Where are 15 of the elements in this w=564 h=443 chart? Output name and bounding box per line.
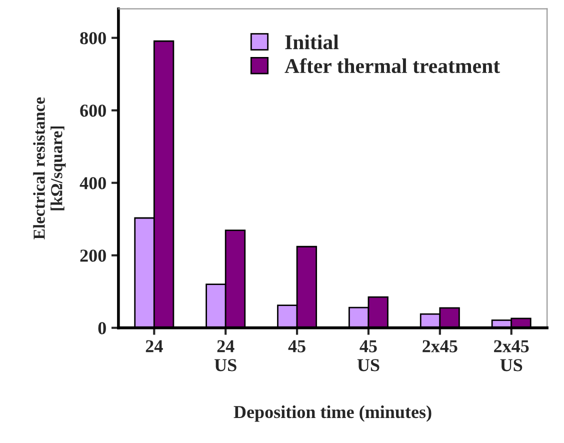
x-tick-label: 24 [146,340,163,352]
legend-label: After thermal treatment [284,58,500,74]
x-axis-title: Deposition time (minutes) [234,405,432,422]
x-tick-label: 45 US [357,340,380,372]
y-tick-label: 600 [80,104,106,117]
x-tick-label: 45 [288,340,306,352]
y-tick-label: 800 [80,32,106,44]
y-tick-label: 400 [80,177,106,190]
y-tick-label: 200 [80,250,106,262]
y-axis-title: Electrical resistance [kΩ/square] [33,97,66,240]
x-tick-label: 2x45 US [494,340,529,372]
x-tick-label: 2x45 [422,340,458,352]
y-tick-label: 0 [98,322,106,334]
x-tick-label: 24 US [214,340,236,372]
legend-label: Initial [285,34,339,50]
